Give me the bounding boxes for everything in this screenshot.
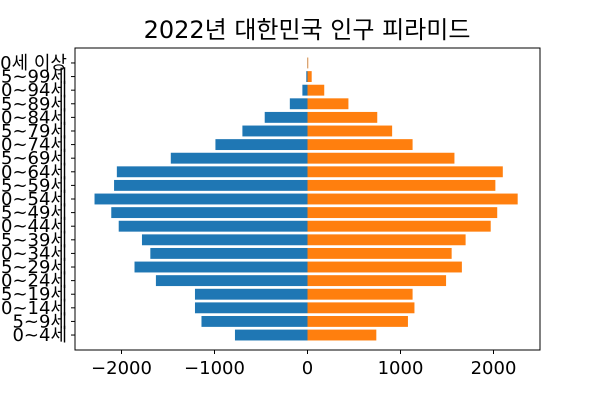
- bar-series2-4: [308, 275, 447, 286]
- bar-series2-13: [308, 153, 455, 164]
- bar-series2-8: [308, 221, 491, 232]
- bar-series1-11: [114, 180, 307, 191]
- bar-series1-8: [119, 221, 308, 232]
- bar-series1-3: [195, 289, 308, 300]
- bar-series2-19: [308, 71, 312, 82]
- bar-series1-5: [135, 262, 308, 273]
- bar-series2-16: [308, 112, 378, 123]
- bar-series1-15: [242, 126, 307, 137]
- bar-series2-14: [308, 139, 413, 150]
- bar-series2-15: [308, 126, 393, 137]
- bar-series2-3: [308, 289, 413, 300]
- bar-series1-9: [111, 207, 307, 218]
- bar-series2-7: [308, 234, 466, 245]
- x-tick-label: −1000: [184, 358, 245, 379]
- x-tick-label: 2000: [471, 358, 517, 379]
- bar-series2-9: [308, 207, 498, 218]
- bar-series2-6: [308, 248, 452, 259]
- bar-series2-20: [308, 58, 309, 69]
- x-tick-labels: −2000 −1000 0 1000 2000: [91, 350, 516, 379]
- bar-series1-12: [117, 166, 308, 177]
- x-tick-label: −2000: [91, 358, 152, 379]
- bar-series1-0: [235, 330, 308, 341]
- bar-series1-16: [265, 112, 308, 123]
- bar-series1-13: [171, 153, 308, 164]
- bar-series1-19: [306, 71, 307, 82]
- bars-group: [95, 58, 518, 341]
- bar-series1-18: [302, 85, 307, 96]
- bar-series2-11: [308, 180, 496, 191]
- bar-series2-2: [308, 302, 415, 313]
- y-tick-labels: 0~4세5~9세10~14세15~19세20~24세25~29세30~34세35…: [0, 53, 75, 346]
- bar-series2-1: [308, 316, 408, 327]
- bar-series2-17: [308, 98, 349, 109]
- bar-series2-10: [308, 194, 518, 205]
- bar-series1-1: [201, 316, 307, 327]
- bar-series1-6: [150, 248, 307, 259]
- bar-series1-10: [95, 194, 308, 205]
- chart-title: 2022년 대한민국 인구 피라미드: [144, 16, 471, 44]
- bar-series1-14: [215, 139, 307, 150]
- bar-series1-7: [142, 234, 308, 245]
- bar-series1-17: [290, 98, 308, 109]
- bar-series2-0: [308, 330, 377, 341]
- bar-series2-18: [308, 85, 325, 96]
- bar-series2-12: [308, 166, 503, 177]
- y-tick-label: 100세 이상: [0, 53, 67, 74]
- x-tick-label: 0: [302, 358, 313, 379]
- x-tick-label: 1000: [378, 358, 424, 379]
- bar-series1-4: [156, 275, 308, 286]
- bar-series2-5: [308, 262, 462, 273]
- bar-series1-2: [195, 302, 308, 313]
